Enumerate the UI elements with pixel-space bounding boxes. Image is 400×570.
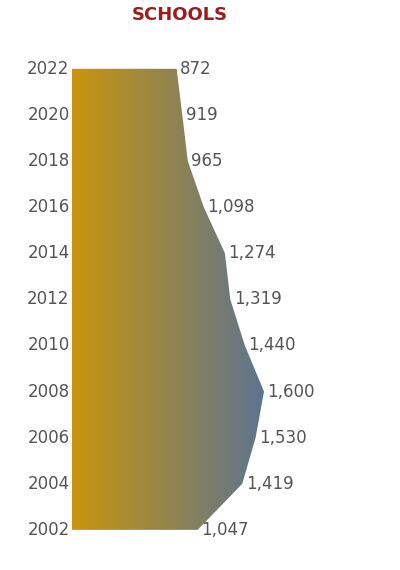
Text: 2020: 2020 bbox=[27, 106, 70, 124]
Text: 1,419: 1,419 bbox=[246, 475, 294, 492]
Text: 2016: 2016 bbox=[27, 198, 70, 216]
Text: 919: 919 bbox=[186, 106, 218, 124]
Text: 1,440: 1,440 bbox=[248, 336, 296, 355]
Text: 1,047: 1,047 bbox=[201, 521, 249, 539]
Text: 1,600: 1,600 bbox=[268, 382, 315, 401]
Text: 2018: 2018 bbox=[27, 152, 70, 170]
Text: 1,274: 1,274 bbox=[228, 244, 276, 262]
Text: 2014: 2014 bbox=[27, 244, 70, 262]
Text: 965: 965 bbox=[191, 152, 223, 170]
Text: 2010: 2010 bbox=[27, 336, 70, 355]
Text: 2006: 2006 bbox=[28, 429, 70, 447]
Text: 1,319: 1,319 bbox=[234, 290, 282, 308]
Text: 2008: 2008 bbox=[28, 382, 70, 401]
Title: SCHOOLS: SCHOOLS bbox=[132, 6, 228, 25]
Text: 2004: 2004 bbox=[28, 475, 70, 492]
Text: 872: 872 bbox=[180, 60, 212, 78]
Text: 2022: 2022 bbox=[27, 60, 70, 78]
Text: 1,098: 1,098 bbox=[207, 198, 255, 216]
Text: 2012: 2012 bbox=[27, 290, 70, 308]
Text: 2002: 2002 bbox=[27, 521, 70, 539]
Text: 1,530: 1,530 bbox=[259, 429, 307, 447]
